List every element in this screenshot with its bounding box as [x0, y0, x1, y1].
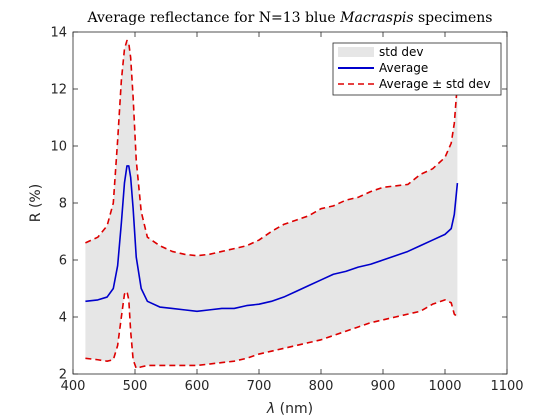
- x-axis-label: λ (nm): [266, 401, 313, 417]
- x-tick-label: 1000: [428, 379, 461, 394]
- lower-bound-line: [85, 290, 458, 370]
- legend-swatch-std-dev: [338, 47, 374, 57]
- x-tick-label: 900: [371, 379, 396, 394]
- std-dev-band: [85, 40, 458, 369]
- y-tick-label: 14: [50, 26, 67, 41]
- legend-entry: std dev: [379, 45, 424, 59]
- legend-entry: Average: [379, 61, 428, 75]
- x-tick-label: 700: [247, 379, 272, 394]
- legend-entry: Average ± std dev: [379, 77, 490, 91]
- y-tick-label: 2: [59, 368, 67, 383]
- average-line: [85, 165, 459, 313]
- y-tick-label: 12: [50, 83, 67, 98]
- x-tick-label: 500: [123, 379, 148, 394]
- legend: std dev Average Average ± std dev: [332, 42, 502, 96]
- y-tick-label: 10: [50, 140, 67, 155]
- chart-title: Average reflectance for N=13 blue Macras…: [86, 10, 492, 26]
- upper-bound-line: [85, 39, 459, 257]
- y-tick-label: 4: [59, 311, 67, 326]
- x-tick-label: 400: [61, 379, 86, 394]
- y-axis-label: R (%): [28, 184, 44, 222]
- x-tick-label: 1100: [490, 379, 523, 394]
- x-tick-label: 600: [185, 379, 210, 394]
- y-tick-label: 8: [59, 197, 67, 212]
- y-tick-label: 6: [59, 254, 67, 269]
- x-tick-label: 800: [309, 379, 334, 394]
